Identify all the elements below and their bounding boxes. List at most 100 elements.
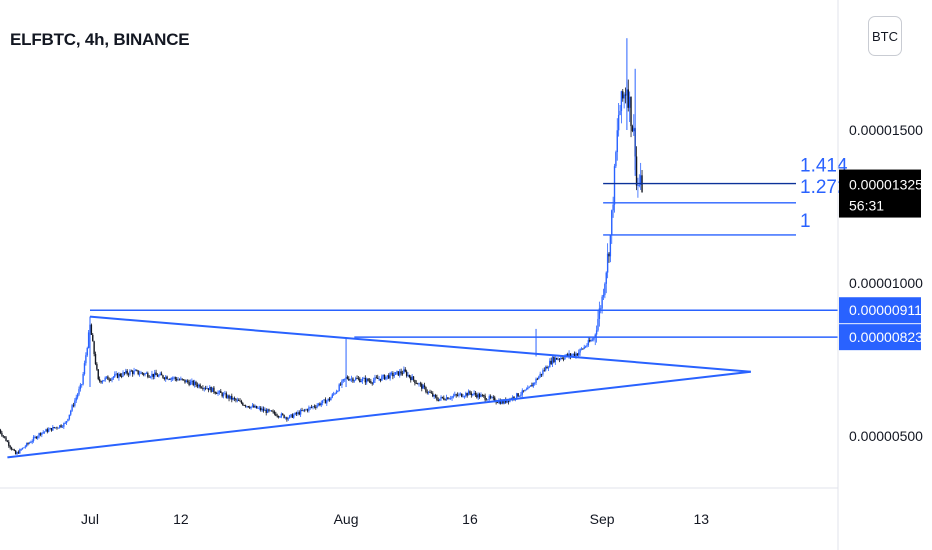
candle-body [527, 387, 529, 390]
candle-body [418, 383, 420, 385]
candle-body [215, 393, 218, 395]
candle-body [68, 414, 71, 419]
candle-body [225, 393, 227, 398]
candle-body [148, 376, 150, 378]
candle-body [434, 395, 437, 397]
candle-body [507, 400, 510, 402]
candle-body [568, 353, 570, 357]
candle-body [467, 391, 470, 396]
candle-body [441, 396, 444, 398]
last-price-value: 0.00001325 [849, 177, 923, 193]
candle-body [67, 418, 69, 422]
candle-body [480, 394, 482, 398]
candle-body [582, 348, 584, 350]
candle-body [218, 390, 221, 393]
triangle-upper-line [89, 315, 751, 373]
candle-body [160, 373, 163, 376]
candle-body [224, 393, 226, 395]
candle-body [226, 395, 229, 398]
candle-body [386, 375, 389, 377]
candle-body [170, 378, 172, 380]
candle-body [104, 377, 106, 381]
candle-body [283, 414, 285, 419]
candle-body [438, 398, 441, 401]
candle-body [390, 372, 393, 374]
candle-body [171, 378, 174, 379]
candle-body [276, 415, 278, 417]
candle-body [485, 399, 488, 401]
candle-body [635, 156, 638, 186]
candle-body [518, 395, 521, 397]
candle-body [411, 376, 413, 381]
candle-body [310, 406, 313, 408]
candle-body [297, 412, 299, 414]
candle-body [101, 381, 104, 383]
candle-body [275, 413, 277, 416]
candle-body [228, 395, 230, 399]
candle-body [147, 373, 149, 377]
candle-body [382, 375, 384, 377]
candle-body [280, 413, 283, 417]
candle-body [154, 372, 156, 377]
candle-body [86, 347, 88, 356]
candle-body [430, 392, 433, 394]
candle-body [410, 377, 412, 381]
candle-body [187, 380, 189, 383]
candle-body [553, 357, 555, 363]
candle-body [558, 358, 561, 360]
candle-body [125, 370, 127, 374]
candle-body [522, 390, 525, 392]
candle-body [388, 375, 390, 379]
candle-body [151, 373, 153, 377]
candle-body [591, 339, 594, 341]
level-price-tag [839, 297, 921, 324]
candle-body [533, 382, 536, 384]
candle-body [222, 393, 225, 397]
candle-body [478, 393, 481, 398]
candle-body [451, 396, 453, 399]
candle-body [248, 407, 251, 409]
time-tick-label: 13 [693, 511, 709, 527]
candle-body [392, 372, 394, 377]
candle-body [41, 432, 43, 435]
candle-body [357, 378, 360, 380]
candle-body [19, 449, 21, 454]
candle-body [103, 380, 105, 382]
candle-body [24, 446, 26, 448]
triangle-lower-line [7, 370, 751, 459]
time-axis[interactable]: Jul 12 Aug 16 Sep 13 [81, 511, 709, 527]
candle-body [562, 358, 565, 360]
candle-body [473, 392, 475, 395]
candle-body [271, 410, 273, 412]
candle-body [543, 370, 545, 372]
candle-body [299, 410, 302, 415]
candle-body [368, 380, 371, 382]
candle-body [620, 91, 623, 111]
candle-body [612, 204, 614, 211]
candle-body [400, 371, 402, 374]
candle-body [432, 393, 434, 397]
candle-body [268, 409, 270, 411]
candle-body [535, 378, 537, 383]
candle-body [130, 370, 132, 372]
candle-body [81, 384, 83, 386]
candle-body [8, 441, 10, 446]
candle-body [405, 371, 408, 376]
candle-body [34, 436, 36, 438]
candle-body [195, 381, 197, 385]
candle-body [463, 396, 466, 397]
fib-ratio-label: 1.414 [800, 156, 848, 177]
candle-body [335, 391, 338, 394]
candle-body [236, 399, 239, 401]
candle-body [265, 409, 267, 413]
candle-body [269, 410, 272, 412]
candle-body [75, 397, 77, 401]
candle-body [291, 414, 294, 418]
candle-body [334, 393, 336, 395]
candle-body [178, 379, 181, 381]
price-axis[interactable]: 0.00001500 0.00001000 0.00000500 [849, 122, 923, 444]
currency-button[interactable]: BTC [868, 16, 902, 56]
candle-body [445, 397, 448, 401]
